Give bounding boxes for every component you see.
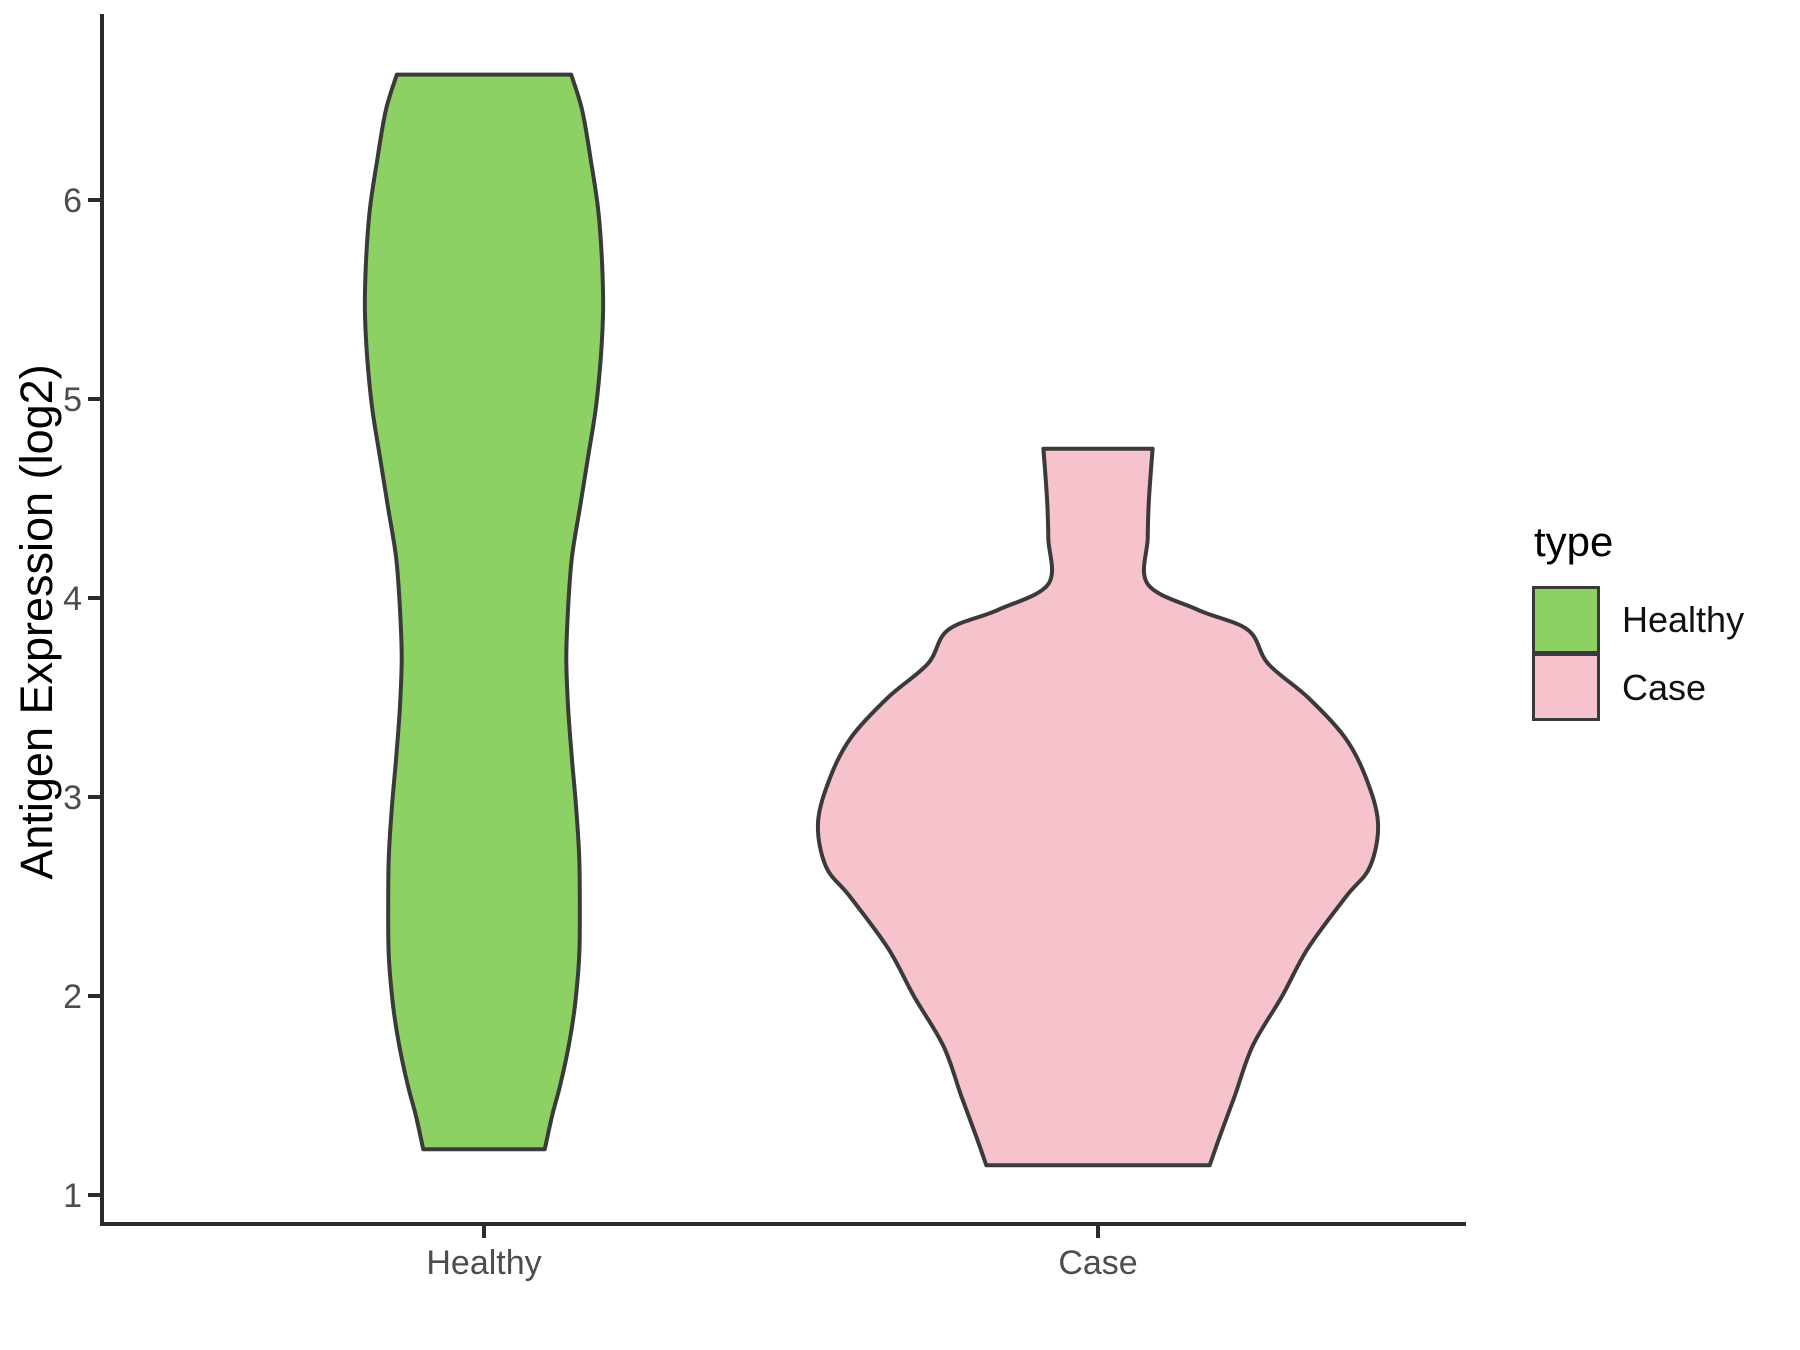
y-tick-label: 3 (63, 779, 82, 817)
legend-entry-case: Case (1532, 652, 1744, 722)
legend-label-healthy: Healthy (1622, 599, 1745, 640)
y-tick-label: 1 (63, 1177, 82, 1215)
y-tick-label: 5 (63, 381, 82, 419)
legend-title: type (1534, 518, 1614, 565)
violin-case (815, 446, 1381, 1168)
y-tick-label: 6 (63, 182, 82, 220)
legend-swatch-healthy (1532, 586, 1600, 654)
legend-label-case: Case (1622, 667, 1707, 708)
x-tick-label-healthy: Healthy (426, 1244, 541, 1282)
y-tick-label: 4 (63, 580, 82, 618)
violin-healthy (362, 72, 606, 1152)
y-tick-label: 2 (63, 978, 82, 1016)
legend-entry-healthy: Healthy (1532, 586, 1744, 654)
y-axis-title: Antigen Expression (log2) (11, 364, 62, 880)
legend: type Healthy Case (1532, 518, 1744, 722)
legend-swatch-case (1532, 652, 1600, 721)
x-tick-label-case: Case (1058, 1244, 1137, 1282)
